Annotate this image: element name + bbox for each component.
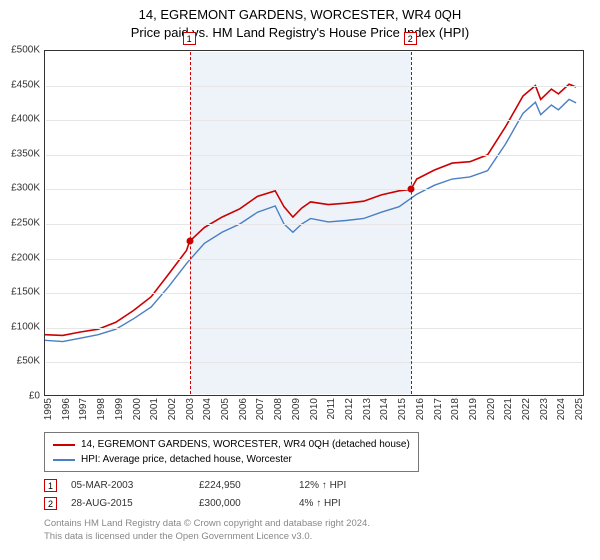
x-tick-label: 1998 xyxy=(96,398,107,420)
y-tick-label: £500K xyxy=(0,45,40,56)
title-block: 14, EGREMONT GARDENS, WORCESTER, WR4 0QH… xyxy=(0,0,600,41)
y-tick-label: £250K xyxy=(0,218,40,229)
y-tick-label: £100K xyxy=(0,321,40,332)
transaction-price: £224,950 xyxy=(199,480,299,491)
x-tick-label: 2014 xyxy=(379,398,390,420)
x-tick-label: 2008 xyxy=(273,398,284,420)
y-tick-label: £450K xyxy=(0,79,40,90)
x-tick-label: 2010 xyxy=(309,398,320,420)
marker-box: 2 xyxy=(404,32,417,45)
series-property xyxy=(45,84,576,335)
transaction-diff: 12% ↑ HPI xyxy=(299,480,399,491)
x-tick-label: 2000 xyxy=(132,398,143,420)
transaction-date: 28-AUG-2015 xyxy=(71,498,199,509)
x-tick-label: 2011 xyxy=(326,398,337,420)
plot-frame xyxy=(44,50,584,396)
x-tick-label: 2006 xyxy=(238,398,249,420)
y-tick-label: £200K xyxy=(0,252,40,263)
x-tick-label: 2012 xyxy=(344,398,355,420)
x-tick-label: 2017 xyxy=(433,398,444,420)
series-hpi xyxy=(45,99,576,341)
x-tick-label: 2018 xyxy=(450,398,461,420)
x-tick-label: 1996 xyxy=(61,398,72,420)
legend: 14, EGREMONT GARDENS, WORCESTER, WR4 0QH… xyxy=(44,432,419,472)
x-tick-label: 2024 xyxy=(556,398,567,420)
x-tick-label: 2004 xyxy=(202,398,213,420)
x-tick-label: 2009 xyxy=(291,398,302,420)
transaction-row: 1 05-MAR-2003£224,95012% ↑ HPI xyxy=(44,476,399,494)
title-address: 14, EGREMONT GARDENS, WORCESTER, WR4 0QH xyxy=(0,6,600,24)
x-tick-label: 2021 xyxy=(503,398,514,420)
transaction-marker: 2 xyxy=(44,497,57,510)
gridline xyxy=(46,293,582,294)
chart-container: 14, EGREMONT GARDENS, WORCESTER, WR4 0QH… xyxy=(0,0,600,560)
y-tick-label: £350K xyxy=(0,148,40,159)
x-tick-label: 2022 xyxy=(521,398,532,420)
legend-row: HPI: Average price, detached house, Worc… xyxy=(53,452,410,467)
footer-line1: Contains HM Land Registry data © Crown c… xyxy=(44,518,370,531)
marker-vline xyxy=(411,52,412,394)
legend-swatch xyxy=(53,459,75,461)
gridline xyxy=(46,328,582,329)
x-tick-label: 2025 xyxy=(574,398,585,420)
gridline xyxy=(46,155,582,156)
legend-swatch xyxy=(53,444,75,446)
transactions-table: 1 05-MAR-2003£224,95012% ↑ HPI 2 28-AUG-201… xyxy=(44,476,399,512)
transaction-date: 05-MAR-2003 xyxy=(71,480,199,491)
legend-label: 14, EGREMONT GARDENS, WORCESTER, WR4 0QH… xyxy=(81,437,410,452)
gridline xyxy=(46,224,582,225)
marker-dot xyxy=(407,186,414,193)
x-tick-label: 2002 xyxy=(167,398,178,420)
marker-box: 1 xyxy=(183,32,196,45)
x-tick-label: 1995 xyxy=(43,398,54,420)
x-tick-label: 2019 xyxy=(468,398,479,420)
x-tick-label: 2013 xyxy=(362,398,373,420)
marker-dot xyxy=(186,238,193,245)
gridline xyxy=(46,120,582,121)
legend-label: HPI: Average price, detached house, Worc… xyxy=(81,452,292,467)
footer-line2: This data is licensed under the Open Gov… xyxy=(44,531,370,544)
transaction-marker: 1 xyxy=(44,479,57,492)
gridline xyxy=(46,259,582,260)
transaction-price: £300,000 xyxy=(199,498,299,509)
gridline xyxy=(46,189,582,190)
gridline xyxy=(46,362,582,363)
marker-vline xyxy=(190,52,191,394)
x-tick-label: 1997 xyxy=(78,398,89,420)
y-tick-label: £0 xyxy=(0,391,40,402)
y-tick-label: £50K xyxy=(0,356,40,367)
legend-row: 14, EGREMONT GARDENS, WORCESTER, WR4 0QH… xyxy=(53,437,410,452)
y-tick-label: £400K xyxy=(0,114,40,125)
y-tick-label: £150K xyxy=(0,287,40,298)
transaction-row: 2 28-AUG-2015£300,0004% ↑ HPI xyxy=(44,494,399,512)
chart-area: £0£50K£100K£150K£200K£250K£300K£350K£400… xyxy=(44,50,584,396)
footer: Contains HM Land Registry data © Crown c… xyxy=(44,518,370,544)
x-tick-label: 1999 xyxy=(114,398,125,420)
title-subtitle: Price paid vs. HM Land Registry's House … xyxy=(0,24,600,42)
x-tick-label: 2023 xyxy=(539,398,550,420)
x-tick-label: 2007 xyxy=(255,398,266,420)
gridline xyxy=(46,86,582,87)
x-tick-label: 2020 xyxy=(486,398,497,420)
x-tick-label: 2016 xyxy=(415,398,426,420)
transaction-diff: 4% ↑ HPI xyxy=(299,498,399,509)
x-tick-label: 2003 xyxy=(185,398,196,420)
x-tick-label: 2005 xyxy=(220,398,231,420)
x-tick-label: 2001 xyxy=(149,398,160,420)
x-tick-label: 2015 xyxy=(397,398,408,420)
y-tick-label: £300K xyxy=(0,183,40,194)
